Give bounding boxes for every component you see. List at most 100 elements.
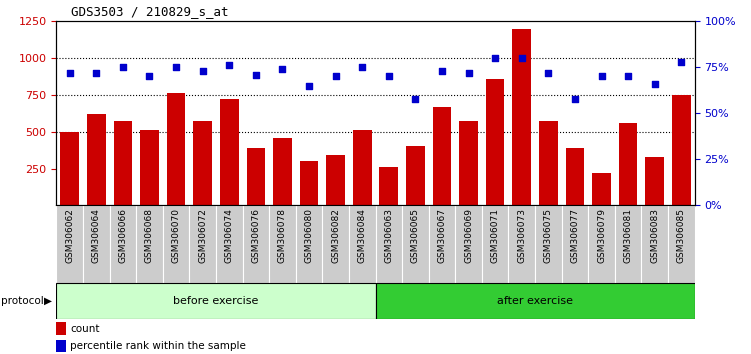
Bar [429,205,455,283]
Bar [113,121,132,205]
Text: GSM306080: GSM306080 [304,208,313,263]
Text: GSM306066: GSM306066 [119,208,128,263]
Point [516,55,528,61]
Text: GSM306075: GSM306075 [544,208,553,263]
Point [489,55,501,61]
Point [90,70,102,76]
Bar [60,132,79,205]
Point [542,70,554,76]
Bar [668,205,695,283]
Bar [402,205,429,283]
Bar [619,123,638,205]
Bar [273,138,291,205]
Bar [167,93,185,205]
Bar [353,130,372,205]
Point [223,63,235,68]
Point [276,66,288,72]
Bar [379,167,398,205]
Bar [615,205,641,283]
Point [409,96,421,101]
Text: GSM306079: GSM306079 [597,208,606,263]
Bar [83,205,110,283]
Text: GSM306072: GSM306072 [198,208,207,263]
Bar [508,205,535,283]
Text: GSM306071: GSM306071 [490,208,499,263]
Bar [163,205,189,283]
Bar [56,205,83,283]
Bar [455,205,482,283]
Text: ▶: ▶ [44,296,52,306]
Bar [56,283,376,319]
Point [64,70,76,76]
Point [117,64,129,70]
Bar [56,340,66,352]
Text: GSM306067: GSM306067 [438,208,447,263]
Bar [588,205,615,283]
Point [250,72,262,78]
Bar [433,107,451,205]
Bar [193,121,212,205]
Text: GSM306069: GSM306069 [464,208,473,263]
Bar [645,157,664,205]
Text: GSM306070: GSM306070 [171,208,180,263]
Text: GSM306081: GSM306081 [623,208,632,263]
Bar [539,121,558,205]
Bar [460,121,478,205]
Text: count: count [71,324,100,333]
Bar [322,205,349,283]
Text: GSM306064: GSM306064 [92,208,101,263]
Text: GSM306076: GSM306076 [252,208,261,263]
Bar [672,95,691,205]
Point [436,68,448,74]
Text: GSM306062: GSM306062 [65,208,74,263]
Text: GSM306078: GSM306078 [278,208,287,263]
Text: before exercise: before exercise [173,296,258,306]
Text: GSM306083: GSM306083 [650,208,659,263]
Bar [593,173,611,205]
Point [463,70,475,76]
Text: GSM306063: GSM306063 [385,208,394,263]
Text: GSM306082: GSM306082 [331,208,340,263]
Bar [189,205,216,283]
Bar [220,99,239,205]
Text: percentile rank within the sample: percentile rank within the sample [71,341,246,351]
Bar [376,205,402,283]
Text: GSM306077: GSM306077 [571,208,580,263]
Bar [296,205,322,283]
Text: GSM306065: GSM306065 [411,208,420,263]
Bar [56,322,66,335]
Text: GSM306085: GSM306085 [677,208,686,263]
Point [330,74,342,79]
Bar [136,205,163,283]
Bar [512,29,531,205]
Point [596,74,608,79]
Bar [326,155,345,205]
Text: GSM306073: GSM306073 [517,208,526,263]
Bar [349,205,376,283]
Bar [566,148,584,205]
Point [675,59,687,64]
Point [569,96,581,101]
Bar [269,205,296,283]
Bar [300,161,318,205]
Bar [243,205,269,283]
Bar [535,205,562,283]
Bar [110,205,136,283]
Point [622,74,634,79]
Bar [376,283,695,319]
Text: GSM306084: GSM306084 [357,208,366,263]
Point [303,83,315,88]
Point [356,64,368,70]
Text: GDS3503 / 210829_s_at: GDS3503 / 210829_s_at [71,5,229,18]
Point [197,68,209,74]
Point [383,74,395,79]
Bar [641,205,668,283]
Point [170,64,182,70]
Bar [562,205,588,283]
Point [143,74,155,79]
Bar [140,130,158,205]
Bar [406,147,425,205]
Bar [87,114,106,205]
Bar [246,148,265,205]
Text: GSM306074: GSM306074 [225,208,234,263]
